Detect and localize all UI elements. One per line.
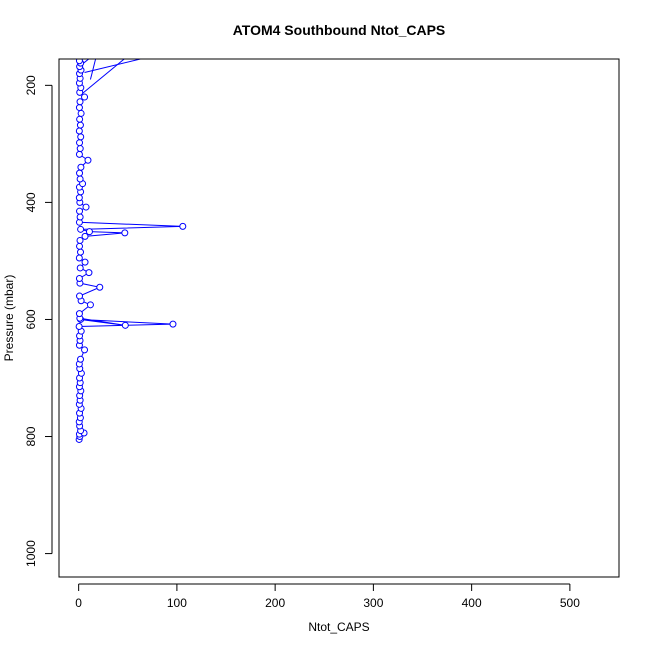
data-point: [179, 222, 187, 230]
y-tick-label: 1000: [24, 540, 38, 567]
x-tick-label: 400: [462, 596, 482, 610]
y-tick-label: 400: [24, 192, 38, 212]
x-tick-label: 100: [167, 596, 187, 610]
data-point: [85, 269, 93, 277]
data-point: [75, 104, 83, 112]
data-point: [81, 258, 89, 266]
data-point: [77, 355, 85, 363]
x-tick-label: 0: [75, 596, 82, 610]
data-point: [76, 169, 84, 177]
series-points: [75, 59, 187, 443]
y-axis-label: Pressure (mbar): [2, 275, 16, 362]
data-point: [76, 207, 84, 215]
data-point: [76, 121, 84, 129]
data-point: [76, 175, 84, 183]
data-point: [82, 203, 90, 211]
data-point: [75, 150, 83, 158]
data-point: [85, 228, 93, 236]
y-tick-label: 800: [24, 426, 38, 446]
series-segment: [89, 59, 97, 80]
data-point: [81, 93, 89, 101]
plot-frame: [58, 58, 620, 578]
data-point: [77, 248, 85, 256]
series-segment: [81, 59, 126, 95]
data-point: [76, 145, 84, 153]
plot-area: [75, 59, 187, 443]
y-axis: 200 400 600 800 1000: [24, 75, 53, 567]
data-point: [76, 242, 84, 250]
y-tick-label: 600: [24, 309, 38, 329]
y-tick-label: 200: [24, 75, 38, 95]
data-point: [77, 163, 85, 171]
data-point: [77, 133, 85, 141]
data-point: [75, 254, 83, 262]
series-segment: [84, 59, 143, 73]
data-point: [76, 139, 84, 147]
data-point: [76, 115, 84, 123]
series-lines: [78, 59, 183, 440]
data-point: [121, 321, 129, 329]
x-axis: 0 100 200 300 400 500: [75, 583, 580, 610]
chart-title: ATOM4 Southbound Ntot_CAPS: [233, 22, 446, 38]
x-tick-label: 200: [265, 596, 285, 610]
data-point: [77, 109, 85, 117]
data-point: [76, 98, 84, 106]
data-point: [76, 236, 84, 244]
data-point: [75, 194, 83, 202]
data-point: [75, 310, 83, 318]
data-point: [81, 346, 89, 354]
data-point: [76, 292, 84, 300]
data-point: [84, 156, 92, 164]
data-point: [76, 213, 84, 221]
data-point: [76, 264, 84, 272]
data-point: [81, 232, 89, 240]
x-axis-label: Ntot_CAPS: [308, 620, 369, 634]
data-point: [77, 225, 85, 233]
x-tick-label: 500: [560, 596, 580, 610]
data-point: [169, 320, 177, 328]
data-point: [75, 274, 83, 282]
series-line: [78, 60, 183, 440]
data-point: [86, 301, 94, 309]
x-tick-label: 300: [363, 596, 383, 610]
data-point: [75, 59, 83, 65]
data-point: [75, 322, 83, 330]
data-point: [96, 283, 104, 291]
data-point: [75, 127, 83, 135]
data-point: [121, 229, 129, 237]
